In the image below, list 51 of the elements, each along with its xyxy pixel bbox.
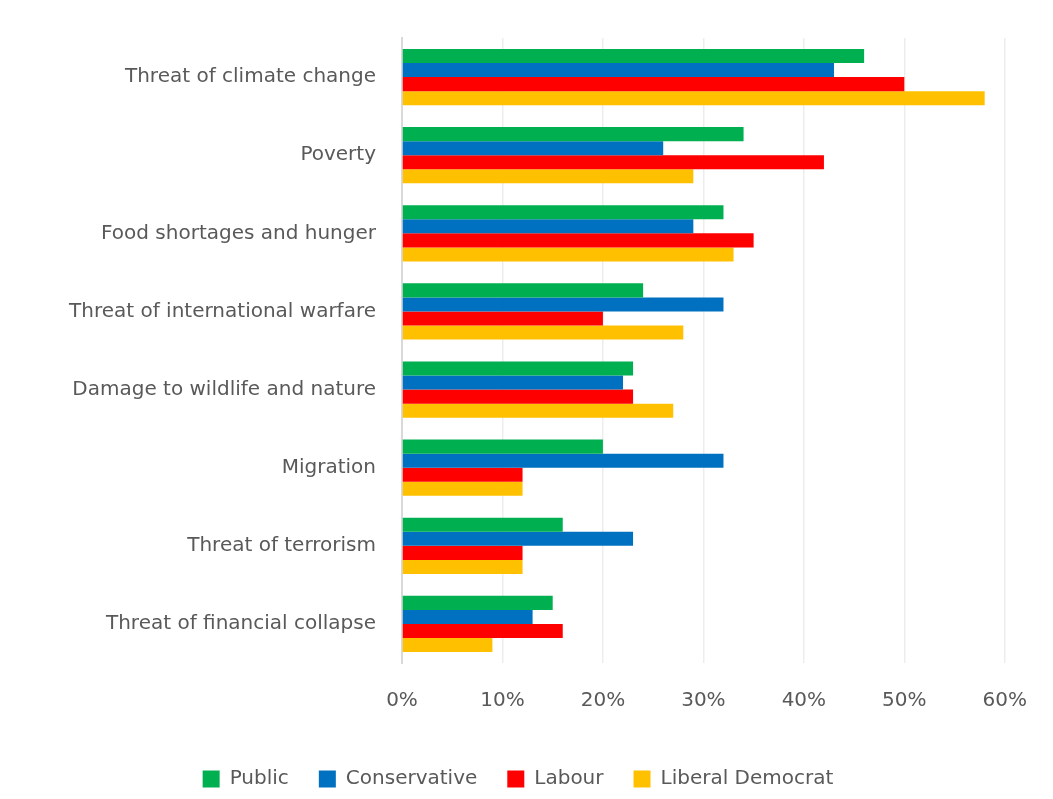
bar: [402, 361, 634, 376]
bar: [402, 233, 754, 248]
bar: [402, 77, 905, 92]
bar: [402, 623, 563, 638]
legend-label: Liberal Democrat: [660, 765, 834, 790]
bar: [402, 467, 523, 482]
x-tick-label: 0%: [386, 687, 418, 712]
legend-label: Conservative: [345, 765, 478, 790]
x-tick-label: 60%: [982, 687, 1027, 712]
bar: [402, 545, 523, 560]
bar: [402, 559, 523, 574]
bar: [402, 325, 684, 340]
bar: [402, 205, 724, 220]
bar: [402, 297, 724, 312]
bar: [402, 481, 523, 496]
bar: [402, 311, 603, 326]
bar: [402, 127, 744, 142]
bar: [402, 389, 634, 404]
y-tick-label: Damage to wildlife and nature: [72, 375, 376, 400]
bar: [402, 609, 533, 624]
bar: [402, 155, 824, 170]
bar: [402, 595, 553, 610]
y-tick-label: Threat of financial collapse: [104, 610, 376, 635]
y-tick-label: Threat of international warfare: [68, 297, 376, 322]
y-tick-label: Food shortages and hunger: [101, 219, 377, 244]
x-tick-label: 30%: [681, 687, 726, 712]
x-tick-label: 20%: [580, 687, 626, 712]
bar: [402, 63, 834, 78]
bar: [402, 91, 985, 106]
bar: [402, 531, 634, 546]
legend-label: Public: [229, 765, 289, 790]
x-tick-label: 40%: [781, 687, 827, 712]
bar: [402, 638, 493, 653]
bar: [402, 283, 644, 298]
bar: [402, 141, 664, 156]
bar: [402, 48, 865, 63]
bar: [402, 375, 624, 390]
bar: [402, 517, 563, 532]
y-tick-label: Poverty: [300, 141, 377, 166]
y-tick-label: Migration: [281, 453, 376, 478]
bar: [402, 403, 674, 418]
bar: [402, 439, 603, 454]
y-tick-label: Threat of terrorism: [186, 532, 376, 557]
x-tick-label: 10%: [480, 687, 525, 712]
legend-label: Labour: [534, 765, 605, 790]
x-tick-label: 50%: [882, 687, 927, 712]
bar: [402, 169, 694, 184]
bar: [402, 453, 724, 468]
bar: [402, 247, 734, 262]
y-tick-label: Threat of climate change: [123, 63, 376, 88]
bar: [402, 219, 694, 234]
